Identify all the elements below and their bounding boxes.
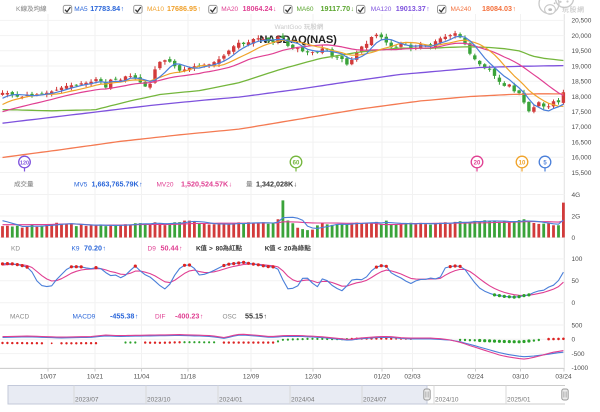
svg-text:MA60: MA60 xyxy=(297,6,314,13)
svg-text:17686.95↑: 17686.95↑ xyxy=(167,4,201,13)
svg-text:17783.84↑: 17783.84↑ xyxy=(90,4,124,13)
svg-text:18,500: 18,500 xyxy=(572,79,592,86)
svg-text:10/07: 10/07 xyxy=(40,374,57,381)
svg-text:01/20: 01/20 xyxy=(374,374,391,381)
svg-text:KD: KD xyxy=(11,245,20,252)
svg-text:16,500: 16,500 xyxy=(572,139,592,146)
svg-text:80: 80 xyxy=(216,245,224,252)
svg-text:20: 20 xyxy=(474,160,481,166)
svg-text:02/03: 02/03 xyxy=(404,374,421,381)
svg-text:WantGoo: WantGoo xyxy=(275,24,303,31)
svg-text:03/24: 03/24 xyxy=(555,374,572,381)
svg-text:D9: D9 xyxy=(148,245,157,252)
svg-text:-455.38↑: -455.38↑ xyxy=(110,311,138,320)
svg-text:120: 120 xyxy=(20,160,29,166)
svg-text:11/18: 11/18 xyxy=(180,374,196,381)
svg-text:18,000: 18,000 xyxy=(572,94,592,101)
svg-text:2023/10: 2023/10 xyxy=(147,396,171,403)
svg-text:19,500: 19,500 xyxy=(572,48,592,55)
svg-text:OSC: OSC xyxy=(223,313,237,320)
svg-text:K: K xyxy=(16,6,21,13)
svg-text:1,663,765.79K↑: 1,663,765.79K↑ xyxy=(92,179,143,188)
svg-text:MA240: MA240 xyxy=(451,6,472,13)
svg-text:DIF: DIF xyxy=(155,313,166,320)
svg-text:2G: 2G xyxy=(572,213,581,220)
svg-text:2024/07: 2024/07 xyxy=(363,396,387,403)
svg-text:0: 0 xyxy=(572,300,576,307)
svg-text:-400.23↑: -400.23↑ xyxy=(175,311,203,320)
svg-text:100: 100 xyxy=(572,256,583,263)
svg-text:1,520,524.57K↓: 1,520,524.57K↓ xyxy=(181,179,232,188)
svg-text:18064.24↓: 18064.24↓ xyxy=(243,4,277,13)
svg-text:19,000: 19,000 xyxy=(572,63,592,70)
svg-text:MA120: MA120 xyxy=(371,6,392,13)
svg-text:03/10: 03/10 xyxy=(512,374,529,381)
svg-text:MA10: MA10 xyxy=(147,6,164,13)
svg-text:2024/04: 2024/04 xyxy=(291,396,315,403)
svg-text:2025/01: 2025/01 xyxy=(507,396,531,403)
svg-text:0: 0 xyxy=(572,337,576,344)
svg-text:50.44↑: 50.44↑ xyxy=(161,243,183,252)
svg-text:>: > xyxy=(209,245,213,252)
svg-text:60: 60 xyxy=(293,160,300,166)
svg-text:12/09: 12/09 xyxy=(243,374,260,381)
svg-text:50: 50 xyxy=(572,278,580,285)
svg-text:5: 5 xyxy=(543,160,547,166)
svg-text:70.20↑: 70.20↑ xyxy=(84,243,106,252)
svg-text:17,500: 17,500 xyxy=(572,109,592,116)
svg-text:18084.03↑: 18084.03↑ xyxy=(482,4,516,13)
svg-text:MACD: MACD xyxy=(10,313,29,320)
svg-text:17,000: 17,000 xyxy=(572,124,592,131)
svg-text:10: 10 xyxy=(519,160,526,166)
svg-text:20,000: 20,000 xyxy=(572,33,592,40)
svg-text:2024/10: 2024/10 xyxy=(435,396,459,403)
svg-text:55.15↑: 55.15↑ xyxy=(245,311,267,320)
svg-text:2024/01: 2024/01 xyxy=(219,396,243,403)
svg-text:1,342,028K↓: 1,342,028K↓ xyxy=(256,179,297,188)
svg-text:MA5: MA5 xyxy=(74,6,88,13)
svg-text:15,500: 15,500 xyxy=(572,170,592,177)
svg-text:19013.37↑: 19013.37↑ xyxy=(396,4,430,13)
svg-text:19117.70↓: 19117.70↓ xyxy=(321,4,355,13)
svg-text:MV20: MV20 xyxy=(157,181,174,188)
svg-text:-500: -500 xyxy=(572,351,585,358)
svg-text:500: 500 xyxy=(572,322,583,329)
svg-text:4G: 4G xyxy=(572,192,581,199)
svg-text:10/21: 10/21 xyxy=(87,374,104,381)
svg-text:0: 0 xyxy=(572,235,576,242)
svg-text:2023/07: 2023/07 xyxy=(75,396,99,403)
svg-text:11/04: 11/04 xyxy=(134,374,150,381)
svg-text:MV5: MV5 xyxy=(74,181,88,188)
svg-text:02/24: 02/24 xyxy=(467,374,484,381)
svg-text:K: K xyxy=(265,245,270,252)
svg-text:<: < xyxy=(278,245,282,252)
svg-text:20,500: 20,500 xyxy=(572,18,592,25)
svg-text:-1000: -1000 xyxy=(572,365,589,372)
svg-text:12/30: 12/30 xyxy=(305,374,322,381)
svg-text:MA20: MA20 xyxy=(221,6,238,13)
svg-text:K: K xyxy=(196,245,201,252)
svg-text:K9: K9 xyxy=(72,245,80,252)
svg-text:16,000: 16,000 xyxy=(572,155,592,162)
svg-text:MACD9: MACD9 xyxy=(73,313,96,320)
svg-text:20: 20 xyxy=(284,245,292,252)
